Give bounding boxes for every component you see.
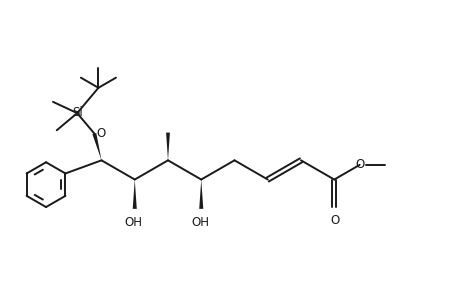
Polygon shape	[199, 179, 203, 209]
Text: Si: Si	[72, 106, 82, 119]
Text: O: O	[354, 158, 364, 171]
Polygon shape	[92, 133, 101, 160]
Text: O: O	[96, 127, 106, 140]
Polygon shape	[166, 133, 169, 160]
Text: OH: OH	[124, 216, 142, 229]
Text: O: O	[330, 214, 339, 227]
Text: OH: OH	[191, 216, 209, 229]
Polygon shape	[133, 179, 136, 209]
